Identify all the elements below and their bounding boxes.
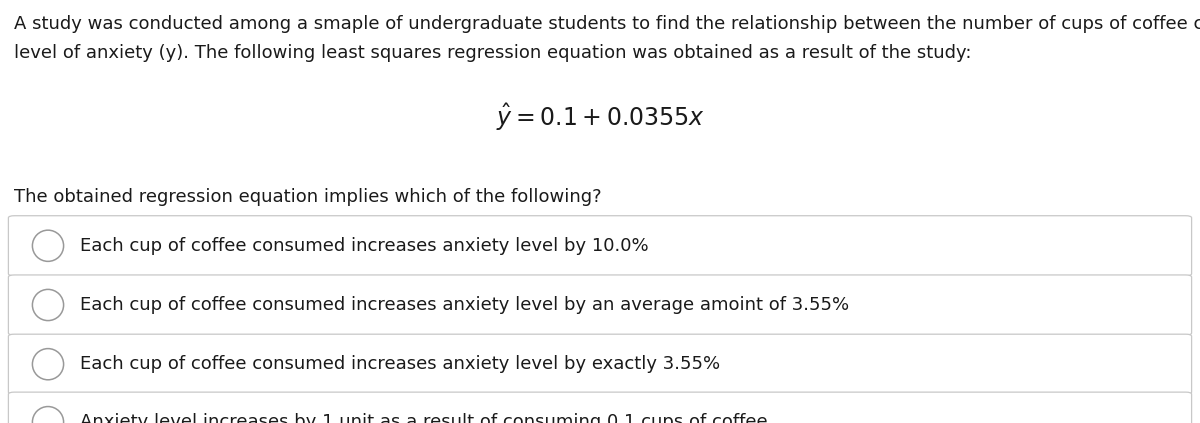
Text: The obtained regression equation implies which of the following?: The obtained regression equation implies… xyxy=(14,188,602,206)
Ellipse shape xyxy=(32,230,64,261)
FancyBboxPatch shape xyxy=(8,334,1192,394)
Text: level of anxiety (y). The following least squares regression equation was obtain: level of anxiety (y). The following leas… xyxy=(14,44,972,63)
Text: Anxiety level increases by 1 unit as a result of consuming 0.1 cups of coffee: Anxiety level increases by 1 unit as a r… xyxy=(80,413,768,423)
Ellipse shape xyxy=(32,407,64,423)
FancyBboxPatch shape xyxy=(8,275,1192,335)
Text: Each cup of coffee consumed increases anxiety level by 10.0%: Each cup of coffee consumed increases an… xyxy=(80,237,649,255)
Ellipse shape xyxy=(32,349,64,380)
Text: Each cup of coffee consumed increases anxiety level by exactly 3.55%: Each cup of coffee consumed increases an… xyxy=(80,355,720,373)
Ellipse shape xyxy=(32,289,64,321)
Text: Each cup of coffee consumed increases anxiety level by an average amoint of 3.55: Each cup of coffee consumed increases an… xyxy=(80,296,850,314)
FancyBboxPatch shape xyxy=(8,216,1192,276)
FancyBboxPatch shape xyxy=(8,392,1192,423)
Text: A study was conducted among a smaple of undergraduate students to find the relat: A study was conducted among a smaple of … xyxy=(14,15,1200,33)
Text: $\hat{y} = 0.1 + 0.0355x$: $\hat{y} = 0.1 + 0.0355x$ xyxy=(496,102,704,133)
